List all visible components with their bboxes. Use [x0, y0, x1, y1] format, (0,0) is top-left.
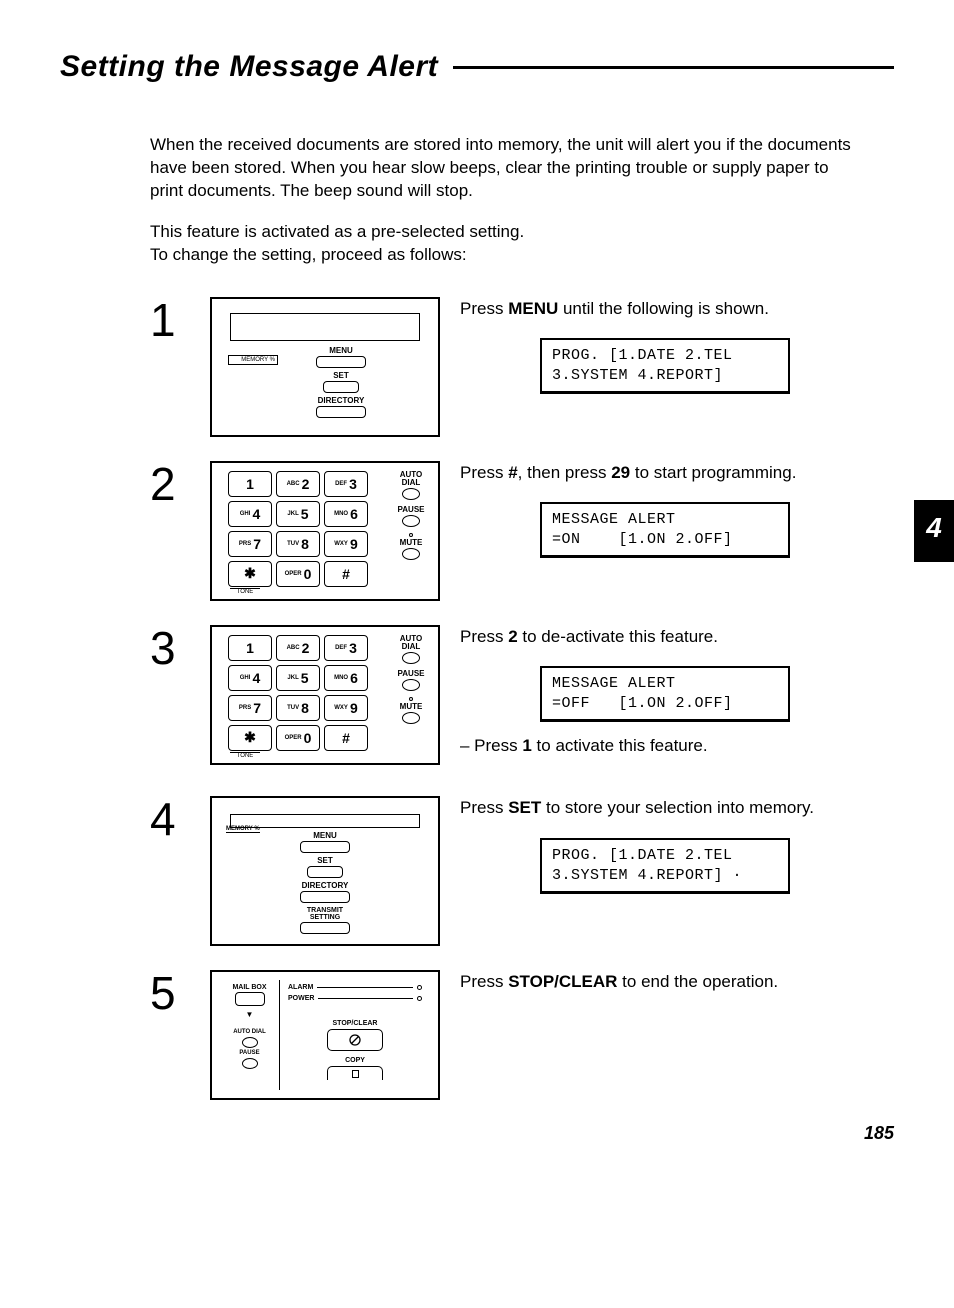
step-3-note: – Press 1 to activate this feature.: [460, 734, 894, 758]
key-1[interactable]: 1: [228, 471, 272, 497]
steps-list: 1 MEMORY % MENU SET DIRECTORY Press MENU…: [150, 297, 894, 1101]
key-8[interactable]: TUV8: [276, 695, 320, 721]
intro-block: When the received documents are stored i…: [150, 134, 854, 267]
page-number: 185: [864, 1123, 894, 1144]
step-number: 2: [150, 461, 210, 507]
key-1[interactable]: 1: [228, 635, 272, 661]
set-button[interactable]: [323, 381, 359, 393]
step-3-diagram: 1 ABC2 DEF3 GHI4 JKL5 MNO6 PRS7 TUV8 WXY…: [210, 625, 440, 765]
step-1-diagram: MEMORY % MENU SET DIRECTORY: [210, 297, 440, 437]
set-button[interactable]: [307, 866, 343, 878]
step-5-diagram: MAIL BOX ▼ AUTO DIAL PAUSE ALARM POWER S…: [210, 970, 440, 1100]
key-hash[interactable]: #: [324, 561, 368, 587]
tone-label: TONE: [230, 752, 260, 759]
key-5[interactable]: JKL5: [276, 501, 320, 527]
key-3[interactable]: DEF3: [324, 635, 368, 661]
set-button-label: SET: [294, 857, 356, 865]
stop-left-column: MAIL BOX ▼ AUTO DIAL PAUSE: [220, 980, 280, 1090]
directory-button[interactable]: [316, 406, 366, 418]
autodial-button[interactable]: [402, 488, 420, 500]
mute-button[interactable]: [402, 548, 420, 560]
indicator-dot: [409, 697, 413, 701]
keypad-side-column: AUTO DIAL PAUSE MUTE: [390, 635, 432, 730]
key-4[interactable]: GHI4: [228, 665, 272, 691]
step-3: 3 1 ABC2 DEF3 GHI4 JKL5 MNO6 PRS7 TUV8 W…: [150, 625, 894, 773]
key-4[interactable]: GHI4: [228, 501, 272, 527]
autodial-button[interactable]: [242, 1037, 258, 1048]
section-title-row: Setting the Message Alert: [60, 50, 894, 84]
key-star[interactable]: ✱: [228, 725, 272, 751]
step-4: 4 MEMORY % MENU SET DIRECTORY TRANSMIT S…: [150, 796, 894, 946]
key-8[interactable]: TUV8: [276, 531, 320, 557]
key-0[interactable]: OPER0: [276, 561, 320, 587]
transmit-button-label: TRANSMIT SETTING: [294, 907, 356, 921]
step-2-diagram: 1 ABC2 DEF3 GHI4 JKL5 MNO6 PRS7 TUV8 WXY…: [210, 461, 440, 601]
pause-button[interactable]: [402, 515, 420, 527]
autodial-button[interactable]: [402, 652, 420, 664]
intro-paragraph-1: When the received documents are stored i…: [150, 134, 854, 203]
memory-indicator: MEMORY %: [226, 826, 260, 833]
key-5[interactable]: JKL5: [276, 665, 320, 691]
keypad-side-column: AUTO DIAL PAUSE MUTE: [390, 471, 432, 566]
step-3-text: Press 2 to de-activate this feature.: [460, 625, 894, 649]
step-1-text: Press MENU until the following is shown.: [460, 297, 894, 321]
step-number: 3: [150, 625, 210, 671]
step-5: 5 MAIL BOX ▼ AUTO DIAL PAUSE ALARM: [150, 970, 894, 1100]
menu-button[interactable]: [300, 841, 350, 853]
menu-button-label: MENU: [294, 832, 356, 840]
step-4-lcd: PROG. [1.DATE 2.TEL 3.SYSTEM 4.REPORT] ·: [540, 838, 790, 894]
indicator-dot: [409, 533, 413, 537]
section-title: Setting the Message Alert: [60, 50, 453, 84]
menu-button[interactable]: [316, 356, 366, 368]
key-7[interactable]: PRS7: [228, 531, 272, 557]
memory-indicator: MEMORY %: [228, 355, 278, 365]
directory-button-label: DIRECTORY: [310, 397, 372, 405]
title-rule: [453, 66, 894, 69]
key-9[interactable]: WXY9: [324, 531, 368, 557]
step-5-text: Press STOP/CLEAR to end the operation.: [460, 970, 894, 994]
key-3[interactable]: DEF3: [324, 471, 368, 497]
step-4-text: Press SET to store your selection into m…: [460, 796, 894, 820]
step-1-lcd: PROG. [1.DATE 2.TEL 3.SYSTEM 4.REPORT]: [540, 338, 790, 394]
step-number: 5: [150, 970, 210, 1016]
transmit-button[interactable]: [300, 922, 350, 934]
key-7[interactable]: PRS7: [228, 695, 272, 721]
directory-button[interactable]: [300, 891, 350, 903]
step-2-lcd: MESSAGE ALERT =ON [1.ON 2.OFF]: [540, 502, 790, 558]
pause-button[interactable]: [402, 679, 420, 691]
key-6[interactable]: MNO6: [324, 501, 368, 527]
key-2[interactable]: ABC2: [276, 471, 320, 497]
key-hash[interactable]: #: [324, 725, 368, 751]
key-star[interactable]: ✱: [228, 561, 272, 587]
step-number: 1: [150, 297, 210, 343]
step-2-text: Press #, then press 29 to start programm…: [460, 461, 894, 485]
menu-button-label: MENU: [310, 347, 372, 355]
step-number: 4: [150, 796, 210, 842]
lcd-screen: [230, 313, 420, 341]
stop-right-column: ALARM POWER STOP/CLEAR COPY: [280, 980, 430, 1090]
mute-button[interactable]: [402, 712, 420, 724]
step-2: 2 1 ABC2 DEF3 GHI4 JKL5 MNO6 PRS7 TUV8 W…: [150, 461, 894, 601]
step-4-diagram: MEMORY % MENU SET DIRECTORY TRANSMIT SET…: [210, 796, 440, 946]
copy-button[interactable]: [327, 1066, 383, 1080]
key-9[interactable]: WXY9: [324, 695, 368, 721]
chapter-tab: 4: [914, 500, 954, 562]
key-2[interactable]: ABC2: [276, 635, 320, 661]
set-button-label: SET: [310, 372, 372, 380]
key-6[interactable]: MNO6: [324, 665, 368, 691]
mailbox-button[interactable]: [235, 992, 265, 1006]
directory-button-label: DIRECTORY: [294, 882, 356, 890]
tone-label: TONE: [230, 588, 260, 595]
intro-paragraph-2: This feature is activated as a pre-selec…: [150, 221, 854, 267]
step-1: 1 MEMORY % MENU SET DIRECTORY Press MENU…: [150, 297, 894, 437]
key-0[interactable]: OPER0: [276, 725, 320, 751]
pause-button[interactable]: [242, 1058, 258, 1069]
stop-clear-button[interactable]: [327, 1029, 383, 1051]
step-3-lcd: MESSAGE ALERT =OFF [1.ON 2.OFF]: [540, 666, 790, 722]
